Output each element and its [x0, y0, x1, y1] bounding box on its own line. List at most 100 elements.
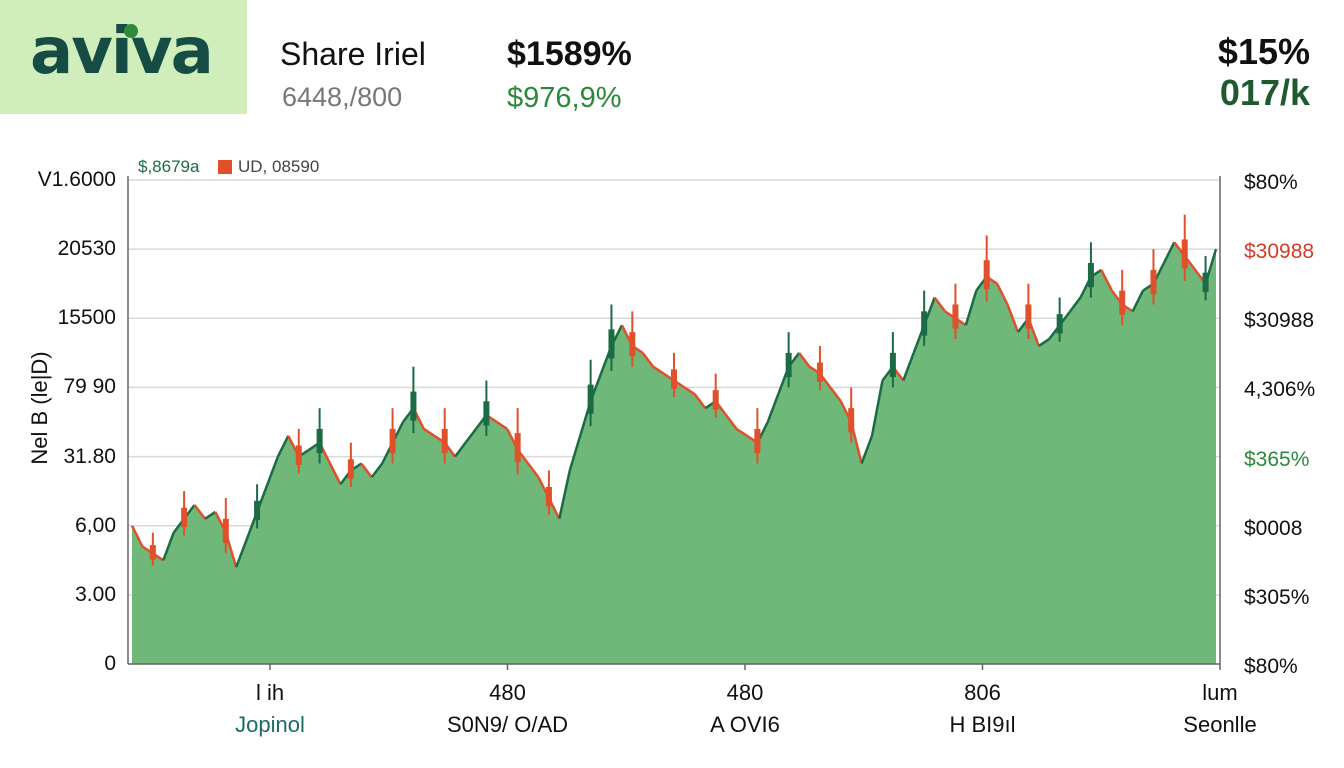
price-line-segment: [870, 380, 884, 437]
price-line-segment: [1069, 296, 1082, 313]
logo: aviva: [30, 15, 214, 89]
y-tick-label: 79 90: [63, 375, 116, 399]
candle-body: [816, 362, 823, 382]
price-line-segment: [964, 290, 978, 326]
price-line-segment: [693, 393, 707, 409]
y-tick-label: 31.80: [63, 444, 116, 468]
header-title: Share Iriel: [280, 36, 426, 72]
candle-body: [1202, 272, 1209, 293]
price-line-segment: [496, 420, 508, 430]
right-tick-label: 4,306%: [1244, 378, 1316, 402]
price-line-segment: [204, 510, 217, 520]
candle-body: [1181, 239, 1188, 269]
candle-body: [514, 433, 521, 463]
header-price: $1589%: [507, 35, 632, 73]
price-line-segment: [360, 462, 373, 479]
price-line-segment: [454, 441, 467, 458]
candle-body: [347, 459, 354, 479]
candle-body: [671, 369, 677, 389]
right-tick-label: $0008: [1244, 516, 1303, 540]
y-tick-label: 0: [104, 652, 116, 675]
y-tick-label: 15500: [57, 306, 116, 330]
x-tick-sublabel: A OVI6: [710, 712, 780, 737]
candle-body: [889, 352, 896, 378]
candle-body: [254, 500, 261, 521]
candle-body: [952, 304, 959, 329]
x-tick-sublabel: Jopinol: [235, 712, 305, 737]
candle-body: [1087, 262, 1094, 288]
x-tick-label: 480: [726, 680, 764, 705]
price-line-segment: [464, 428, 477, 444]
y-tick-label: V1.6000: [37, 168, 116, 191]
candle-body: [754, 428, 761, 454]
right-tick-label: $305%: [1244, 585, 1310, 609]
price-line-segment: [1131, 290, 1145, 312]
price-line-segment: [276, 435, 290, 458]
price-line-segment: [235, 539, 248, 568]
price-line-segment: [370, 462, 384, 479]
price-line-segment: [266, 456, 280, 485]
price-line-segment: [995, 283, 1009, 306]
price-line-segment: [798, 352, 811, 368]
price-line-segment: [1100, 269, 1113, 292]
legend-swatch: [218, 160, 232, 174]
price-line-segment: [860, 435, 874, 464]
y-axis-label: Nel B (le|D): [27, 351, 52, 465]
price-line-segment: [902, 352, 915, 381]
y-tick-label: 3.00: [75, 582, 116, 606]
price-line-segment: [130, 525, 144, 548]
price-line-segment: [328, 462, 342, 485]
candle-body: [483, 401, 490, 426]
header-right-value: $15%: [1217, 31, 1310, 72]
price-line-segment: [193, 504, 206, 520]
x-tick-label: 806: [964, 680, 1001, 705]
candle-body: [149, 545, 156, 560]
y-tick-label: 6,00: [75, 513, 116, 537]
price-line-segment: [725, 414, 738, 430]
candle-body: [181, 507, 188, 528]
price-line-segment: [1162, 241, 1176, 264]
candle-body: [316, 428, 323, 454]
candle-body: [848, 408, 855, 433]
candle-body: [410, 391, 417, 421]
price-line-segment: [735, 427, 748, 437]
legend-entry: UD, 08590: [238, 157, 320, 176]
x-tick-label: l ih: [255, 680, 285, 705]
price-line-segment: [558, 470, 572, 520]
logo-panel: aviva: [0, 0, 247, 114]
price-line-segment: [423, 427, 435, 437]
candle-body: [222, 518, 229, 543]
x-tick-sublabel: Seonlle: [1183, 712, 1257, 737]
candle-body: [295, 445, 302, 465]
candle-body: [1119, 290, 1126, 315]
logo-dot: [124, 24, 138, 38]
x-tick-sublabel: S0N9/ O/AD: [446, 712, 569, 737]
candle-body: [712, 390, 719, 410]
legend-entry: $,8679a: [138, 157, 200, 176]
price-line-segment: [1038, 337, 1050, 347]
price-line-segment: [683, 386, 696, 396]
candle-body: [921, 311, 928, 336]
right-tick-label: $30988: [1244, 240, 1315, 264]
price-line-segment: [829, 386, 842, 403]
right-tick-label: $80%: [1244, 171, 1298, 194]
x-tick-sublabel: H BI9ıl: [949, 712, 1016, 737]
price-area: [132, 242, 1216, 664]
header-change: $976,9%: [507, 82, 622, 114]
price-line-segment: [162, 532, 175, 561]
x-tick-label: lum: [1202, 680, 1238, 705]
x-tick-label: 480: [489, 680, 526, 705]
price-line-segment: [1006, 304, 1020, 333]
price-line-segment: [641, 352, 655, 368]
header-right-sub: 017/k: [1219, 72, 1310, 113]
right-tick-label: $80%: [1244, 655, 1298, 678]
candle-body: [389, 428, 396, 454]
header-subtitle: 6448,/800: [282, 82, 403, 112]
candle-body: [608, 329, 615, 359]
candle-body: [587, 384, 594, 414]
y-tick-label: 20530: [57, 237, 116, 261]
candle-body: [629, 332, 636, 357]
price-line-segment: [568, 435, 582, 471]
right-tick-label: $365%: [1244, 447, 1310, 471]
